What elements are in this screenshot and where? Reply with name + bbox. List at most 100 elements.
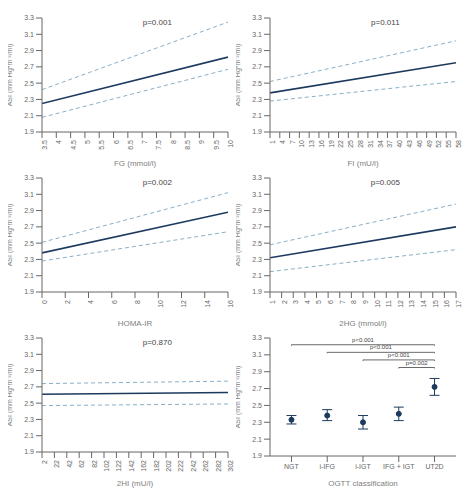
svg-text:2.9: 2.9: [252, 47, 262, 54]
svg-text:FG (mmol/l): FG (mmol/l): [114, 159, 157, 168]
svg-text:UT2D: UT2D: [425, 463, 443, 470]
svg-text:4: 4: [87, 300, 94, 304]
svg-text:13: 13: [408, 300, 415, 308]
svg-text:2.5: 2.5: [252, 240, 262, 247]
svg-text:2.3: 2.3: [252, 419, 262, 426]
svg-text:5: 5: [315, 300, 322, 304]
svg-text:25: 25: [347, 140, 354, 148]
svg-text:58: 58: [455, 140, 462, 148]
svg-text:3.1: 3.1: [252, 31, 262, 38]
svg-text:1.9: 1.9: [252, 288, 262, 295]
svg-text:16: 16: [227, 300, 234, 308]
svg-text:3.1: 3.1: [24, 351, 34, 358]
svg-text:302: 302: [227, 460, 234, 472]
svg-text:2: 2: [41, 460, 48, 464]
svg-text:3.3: 3.3: [252, 14, 262, 21]
svg-text:2.3: 2.3: [24, 256, 34, 263]
svg-text:2HG (mmol/l): 2HG (mmol/l): [339, 319, 387, 328]
svg-text:49: 49: [426, 140, 433, 148]
svg-text:3.1: 3.1: [252, 191, 262, 198]
svg-text:ASI (mm Hg*m⁻²/ml): ASI (mm Hg*m⁻²/ml): [236, 44, 242, 107]
svg-text:3.1: 3.1: [24, 31, 34, 38]
svg-text:40: 40: [396, 140, 403, 148]
svg-text:12: 12: [180, 300, 187, 308]
svg-text:3.3: 3.3: [24, 334, 34, 341]
svg-text:13: 13: [308, 140, 315, 148]
svg-text:6.5: 6.5: [127, 140, 134, 150]
svg-text:3: 3: [292, 300, 299, 304]
svg-text:2.1: 2.1: [252, 272, 262, 279]
svg-text:2.7: 2.7: [252, 385, 262, 392]
svg-text:1.9: 1.9: [24, 128, 34, 135]
svg-text:ASI (mm Hg*m⁻²/ml): ASI (mm Hg*m⁻²/ml): [8, 44, 14, 107]
svg-text:4: 4: [279, 140, 286, 144]
svg-text:1.9: 1.9: [252, 452, 262, 459]
svg-text:IFG + IGT: IFG + IGT: [383, 463, 415, 470]
svg-text:28: 28: [357, 140, 364, 148]
svg-text:1: 1: [269, 140, 276, 144]
svg-text:3.3: 3.3: [252, 174, 262, 181]
svg-text:2.3: 2.3: [24, 416, 34, 423]
svg-text:262: 262: [202, 460, 209, 472]
svg-text:7: 7: [141, 140, 148, 144]
svg-text:HOMA-IR: HOMA-IR: [118, 319, 153, 328]
svg-text:55: 55: [445, 140, 452, 148]
svg-text:ASI (mm Hg*m⁻²/ml): ASI (mm Hg*m⁻²/ml): [236, 366, 242, 429]
svg-text:5.5: 5.5: [98, 140, 105, 150]
svg-text:2.1: 2.1: [24, 112, 34, 119]
svg-text:6: 6: [113, 140, 120, 144]
svg-text:17: 17: [455, 300, 462, 308]
svg-text:8: 8: [350, 300, 357, 304]
svg-text:OGTT classification: OGTT classification: [328, 479, 398, 488]
svg-text:2HI (mU/l): 2HI (mU/l): [117, 479, 154, 488]
svg-text:2.9: 2.9: [252, 368, 262, 375]
svg-text:12: 12: [397, 300, 404, 308]
svg-text:2.1: 2.1: [252, 436, 262, 443]
svg-text:6: 6: [327, 300, 334, 304]
svg-text:9: 9: [362, 300, 369, 304]
svg-text:46: 46: [416, 140, 423, 148]
svg-text:2.7: 2.7: [24, 63, 34, 70]
svg-text:182: 182: [153, 460, 160, 472]
svg-text:122: 122: [115, 460, 122, 472]
svg-text:37: 37: [386, 140, 393, 148]
svg-text:2.5: 2.5: [24, 400, 34, 407]
svg-text:222: 222: [177, 460, 184, 472]
svg-text:2.5: 2.5: [252, 402, 262, 409]
svg-text:3.3: 3.3: [252, 334, 262, 341]
svg-text:ASI (mm Hg*m⁻²/ml): ASI (mm Hg*m⁻²/ml): [8, 364, 14, 427]
svg-text:8: 8: [170, 140, 177, 144]
svg-text:10: 10: [374, 300, 381, 308]
svg-text:2.9: 2.9: [24, 367, 34, 374]
svg-text:6: 6: [111, 300, 118, 304]
svg-text:3.3: 3.3: [24, 174, 34, 181]
svg-text:2.5: 2.5: [252, 80, 262, 87]
svg-text:22: 22: [53, 460, 60, 468]
svg-text:1: 1: [269, 300, 276, 304]
svg-text:2.1: 2.1: [24, 432, 34, 439]
svg-text:2.9: 2.9: [24, 47, 34, 54]
svg-text:2: 2: [64, 300, 71, 304]
svg-text:7: 7: [339, 300, 346, 304]
svg-text:242: 242: [190, 460, 197, 472]
svg-text:4: 4: [304, 300, 311, 304]
svg-text:i-IGT: i-IGT: [355, 463, 371, 470]
svg-text:82: 82: [91, 460, 98, 468]
svg-text:16: 16: [318, 140, 325, 148]
svg-text:9: 9: [198, 140, 205, 144]
svg-text:5: 5: [84, 140, 91, 144]
svg-text:2.7: 2.7: [24, 383, 34, 390]
svg-text:14: 14: [204, 300, 211, 308]
svg-text:1.9: 1.9: [24, 448, 34, 455]
svg-text:NGT: NGT: [284, 463, 300, 470]
svg-text:2.1: 2.1: [24, 272, 34, 279]
svg-text:9.5: 9.5: [213, 140, 220, 150]
svg-text:ASI (mm Hg*m⁻²/ml): ASI (mm Hg*m⁻²/ml): [236, 204, 242, 267]
svg-text:34: 34: [377, 140, 384, 148]
svg-text:1.9: 1.9: [252, 128, 262, 135]
svg-text:i-IFG: i-IFG: [319, 463, 335, 470]
svg-text:2.3: 2.3: [252, 96, 262, 103]
svg-text:102: 102: [103, 460, 110, 472]
svg-text:202: 202: [165, 460, 172, 472]
svg-text:282: 282: [215, 460, 222, 472]
